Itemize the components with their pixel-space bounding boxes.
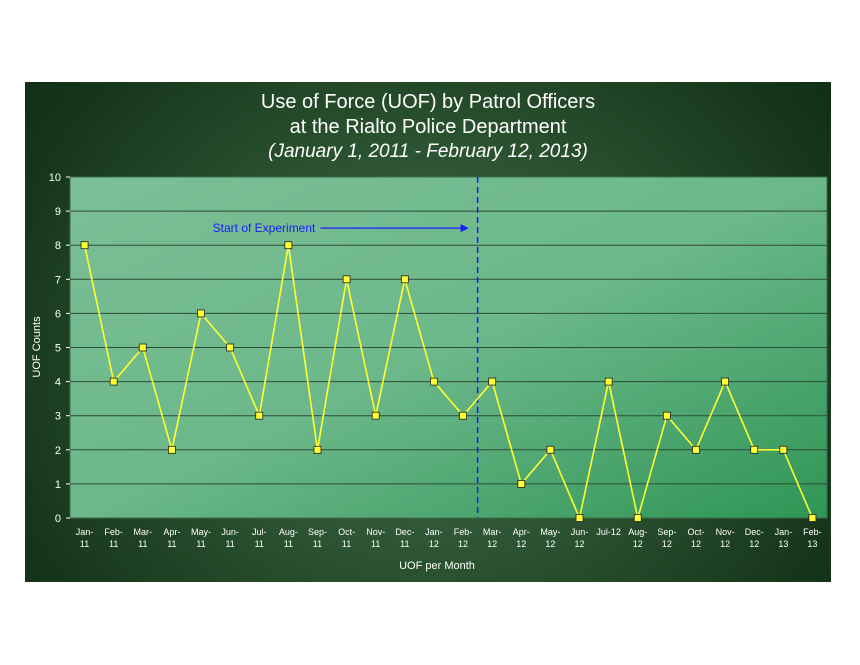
chart-subtitle: (January 1, 2011 - February 12, 2013) — [268, 141, 588, 162]
data-point — [109, 377, 118, 386]
x-tick-label: Apr-12 — [513, 527, 530, 549]
data-point — [604, 377, 613, 386]
y-axis-label: UOF Counts — [31, 316, 43, 378]
data-point — [430, 377, 438, 386]
y-tick-label: 9 — [55, 206, 61, 218]
x-axis-label: UOF per Month — [399, 560, 475, 572]
plot-svg: 0 1 2 3 4 5 6 7 8 9 10 Jan-11 Feb-11 Mar-11 Apr-11 May… — [31, 172, 828, 572]
data-point — [808, 514, 817, 522]
x-tick-label: May-12 — [540, 527, 560, 549]
x-tick-label: Jan-11 — [76, 527, 94, 549]
x-tick-label: Jan-13 — [775, 527, 793, 549]
x-tick-label: Aug-12 — [628, 527, 647, 549]
chart-title: Use of Force (UOF) by Patrol Officers — [260, 91, 596, 113]
x-tick-label: Oct-11 — [338, 527, 355, 549]
x-tick-label: Oct-12 — [687, 527, 704, 549]
x-tick-label: Jun-12 — [571, 527, 589, 549]
data-point — [721, 377, 729, 386]
chart-title-line2: at the Rialto Police Department — [289, 116, 567, 138]
data-point — [779, 445, 788, 454]
data-point — [488, 377, 497, 386]
x-tick-label: Apr-11 — [163, 527, 180, 549]
x-tick-label: Nov-11 — [366, 527, 385, 549]
series-line — [83, 245, 814, 521]
data-point — [197, 309, 205, 318]
x-tick-label: Feb-13 — [803, 527, 822, 549]
data-point — [750, 445, 759, 454]
chart-frame: Use of Force (UOF) by Patrol Officers at… — [25, 82, 831, 582]
x-tick-label: Feb-11 — [104, 527, 123, 549]
data-point — [80, 241, 89, 250]
data-point — [459, 411, 467, 420]
data-point — [517, 479, 526, 488]
data-point — [371, 411, 380, 420]
data-point — [284, 241, 293, 250]
x-tick-label: Sep-11 — [308, 527, 327, 549]
x-tick-label: Feb-12 — [454, 527, 473, 549]
y-tick-label: 10 — [49, 172, 61, 184]
y-tick-label: 8 — [55, 240, 61, 252]
x-tick-label: Mar-12 — [483, 527, 502, 549]
x-tick-label: Jul-12 — [596, 527, 621, 537]
data-point — [400, 275, 409, 284]
x-tick-label: Dec-12 — [745, 527, 764, 549]
y-tick-label: 5 — [55, 343, 61, 355]
y-tick-label: 3 — [55, 411, 61, 423]
y-tick-label: 1 — [55, 479, 61, 491]
x-tick-label: Dec-11 — [395, 527, 414, 549]
y-tick-label: 7 — [55, 274, 61, 286]
data-point — [313, 445, 322, 454]
data-point — [168, 445, 176, 454]
x-tick-label: Jan-12 — [425, 527, 443, 549]
y-tick-label: 0 — [55, 513, 61, 525]
data-point — [662, 411, 671, 420]
y-tick-label: 6 — [55, 308, 61, 320]
y-tick-label: 4 — [55, 377, 61, 389]
x-tick-label: Mar-11 — [134, 527, 153, 549]
data-point — [633, 514, 642, 522]
data-point — [226, 343, 235, 352]
data-point — [255, 411, 264, 420]
data-point — [546, 445, 555, 454]
x-tick-label: Jul-11 — [252, 527, 267, 549]
x-tick-label: Sep-12 — [657, 527, 676, 549]
annotation-label: Start of Experiment — [213, 221, 316, 235]
y-tick-label: 2 — [55, 445, 61, 457]
x-tick-label: Nov-12 — [716, 527, 735, 549]
x-tick-label: Jun-11 — [221, 527, 239, 549]
data-point — [138, 343, 147, 352]
x-tick-label: Aug-11 — [279, 527, 298, 549]
data-point — [692, 445, 700, 454]
data-point — [342, 275, 351, 284]
x-tick-label: May-11 — [191, 527, 211, 549]
data-point — [575, 514, 584, 522]
